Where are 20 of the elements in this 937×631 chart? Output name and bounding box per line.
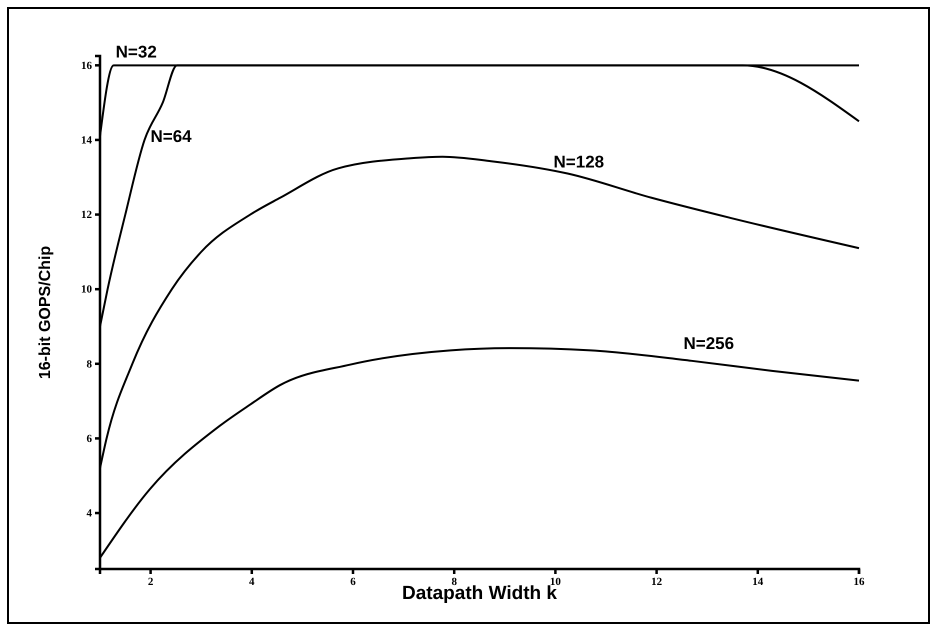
x-tick-label: 12 [651, 576, 663, 588]
y-tick-label: 12 [81, 209, 92, 222]
y-tick-label: 8 [86, 358, 92, 370]
x-tick-label: 16 [854, 576, 865, 588]
series-label: N=256 [684, 334, 734, 353]
x-tick-label: 10 [550, 576, 562, 588]
x-tick-label: 8 [451, 576, 458, 588]
x-tick-label: 14 [752, 576, 764, 588]
x-tick-label: 4 [249, 576, 256, 588]
y-tick-label: 14 [81, 134, 92, 146]
y-tick-label: 10 [81, 284, 92, 296]
y-tick-label: 16 [81, 60, 92, 72]
x-tick-label: 2 [148, 576, 154, 588]
y-tick-label: 4 [86, 508, 92, 520]
series-label: N=128 [554, 152, 604, 172]
series-label: N=64 [150, 126, 192, 146]
y-axis-title: 16-bit GOPS/Chip [37, 246, 54, 380]
x-tick-label: 6 [350, 576, 356, 588]
y-tick-label: 6 [86, 432, 92, 445]
series-label: N=32 [116, 42, 157, 62]
